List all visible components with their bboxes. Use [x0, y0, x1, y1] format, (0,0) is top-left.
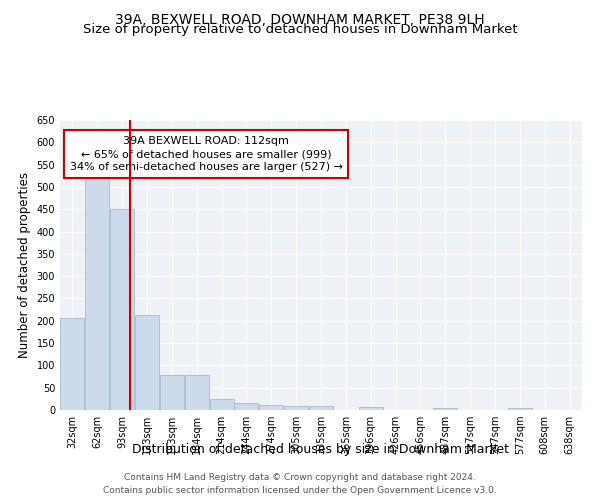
Bar — [185, 375, 209, 410]
Bar — [61, 318, 85, 410]
Text: Distribution of detached houses by size in Downham Market: Distribution of detached houses by size … — [133, 442, 509, 456]
Bar — [160, 375, 184, 410]
Bar — [433, 408, 457, 410]
Bar — [359, 407, 383, 410]
Bar — [284, 406, 308, 410]
Bar — [508, 408, 532, 410]
Bar — [235, 404, 259, 410]
Y-axis label: Number of detached properties: Number of detached properties — [18, 172, 31, 358]
Text: Contains HM Land Registry data © Crown copyright and database right 2024.
Contai: Contains HM Land Registry data © Crown c… — [103, 474, 497, 495]
Text: 39A, BEXWELL ROAD, DOWNHAM MARKET, PE38 9LH: 39A, BEXWELL ROAD, DOWNHAM MARKET, PE38 … — [115, 12, 485, 26]
Bar — [209, 399, 233, 410]
Bar — [135, 316, 159, 410]
Text: 39A BEXWELL ROAD: 112sqm
← 65% of detached houses are smaller (999)
34% of semi-: 39A BEXWELL ROAD: 112sqm ← 65% of detach… — [70, 136, 343, 172]
Bar — [85, 174, 109, 410]
Text: Size of property relative to detached houses in Downham Market: Size of property relative to detached ho… — [83, 22, 517, 36]
Bar — [259, 404, 283, 410]
Bar — [110, 209, 134, 410]
Bar — [309, 406, 333, 410]
